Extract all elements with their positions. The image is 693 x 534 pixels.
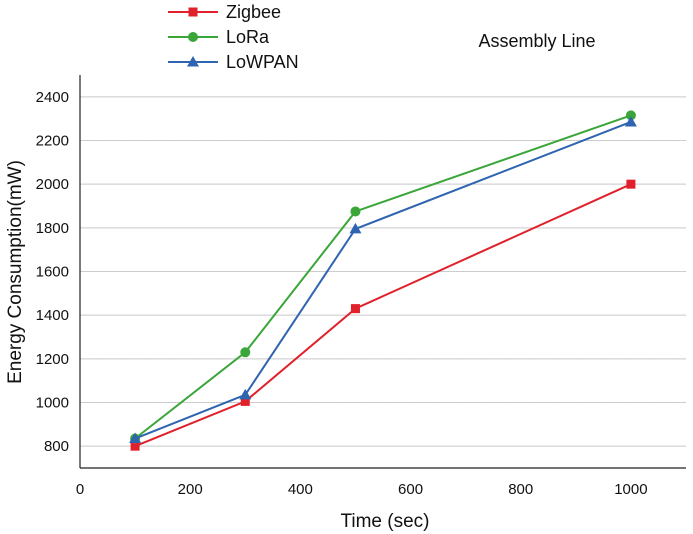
legend-label: LoWPAN — [226, 52, 299, 72]
lora-point — [625, 110, 636, 121]
x-tick-label: 1000 — [614, 481, 647, 498]
lowpan-point — [129, 432, 142, 444]
gridlines — [80, 96, 686, 447]
legend-label: Zigbee — [226, 2, 281, 22]
y-tick-labels: 800 1000 1200 1400 1600 1800 2000 2200 2400 — [36, 89, 69, 455]
legend-item-lowpan: LoWPAN — [168, 52, 299, 72]
lowpan-point — [239, 388, 252, 400]
y-tick-label: 800 — [44, 438, 69, 455]
y-tick-label: 1800 — [36, 220, 69, 237]
x-tick-label: 400 — [288, 481, 313, 498]
x-tick-label: 800 — [508, 481, 533, 498]
x-tick-label: 0 — [76, 481, 84, 498]
legend-label: LoRa — [226, 27, 270, 47]
y-tick-label: 2000 — [36, 176, 69, 193]
y-tick-label: 2200 — [36, 133, 69, 150]
x-tick-labels: 0 200 400 600 800 1000 — [76, 481, 648, 498]
series-lora — [130, 110, 636, 444]
zigbee-point — [350, 304, 360, 314]
zigbee-line — [134, 183, 632, 448]
zigbee-point — [240, 396, 250, 406]
lowpan-point — [349, 222, 362, 234]
lowpan-line — [134, 121, 632, 440]
axes — [79, 75, 686, 469]
legend-item-lora: LoRa — [168, 27, 270, 47]
lowpan-point — [624, 115, 637, 127]
y-tick-label: 1200 — [36, 351, 69, 368]
series-group — [129, 110, 637, 451]
series-zigbee — [130, 179, 636, 451]
x-tick-label: 600 — [398, 481, 423, 498]
legend-item-zigbee: Zigbee — [168, 2, 281, 22]
zigbee-point — [130, 441, 140, 451]
lora-point — [240, 347, 251, 358]
x-tick-label: 200 — [178, 481, 203, 498]
lora-point — [350, 206, 361, 217]
y-tick-label: 1600 — [36, 264, 69, 281]
legend: Zigbee LoRa LoWPAN — [168, 2, 299, 72]
series-lowpan — [129, 115, 637, 444]
y-tick-label: 1400 — [36, 307, 69, 324]
y-axis-title: Energy Consumption(mW) — [5, 160, 26, 384]
legend-marker — [188, 32, 198, 42]
y-tick-label: 1000 — [36, 395, 69, 412]
chart-annotation: Assembly Line — [478, 31, 595, 51]
y-tick-label: 2400 — [36, 89, 69, 106]
lora-line — [134, 114, 632, 440]
legend-marker — [187, 56, 199, 67]
legend-marker — [188, 7, 198, 17]
zigbee-point — [626, 179, 636, 189]
x-axis-title: Time (sec) — [340, 511, 429, 532]
